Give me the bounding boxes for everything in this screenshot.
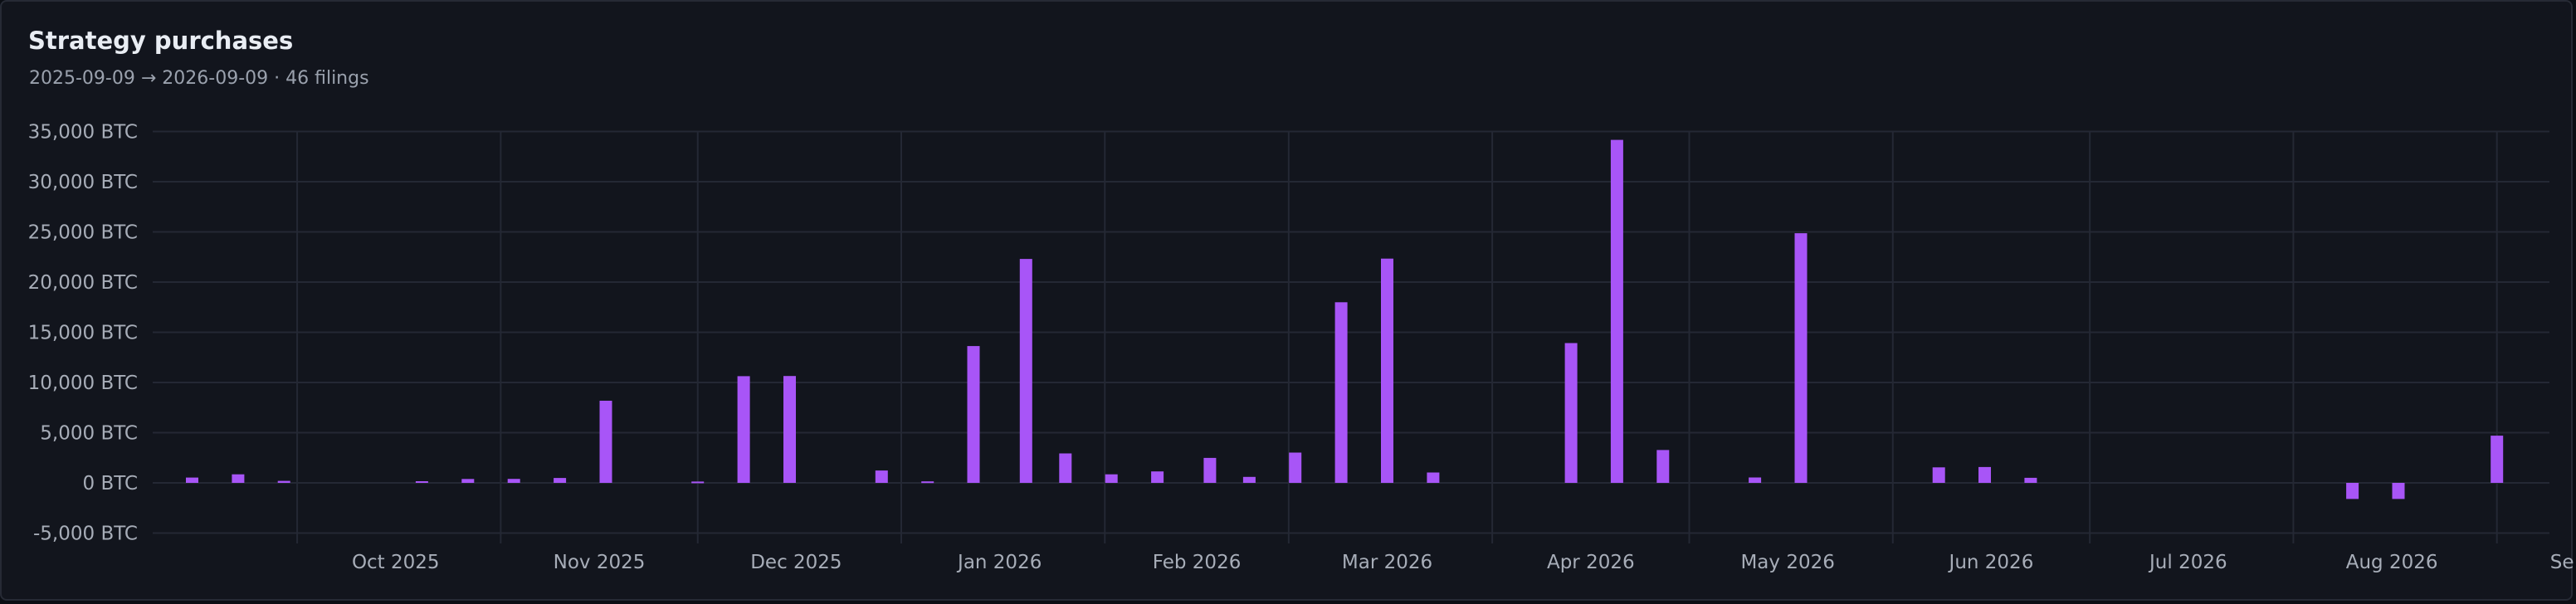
x-axis: Oct 2025 Nov 2025 Dec 2025 Jan 2026 Feb 2026… [352, 552, 2574, 573]
chart-title: Strategy purchases [28, 27, 294, 55]
x-tick-label: Jun 2026 [1948, 552, 2034, 573]
purchase-bar [1334, 302, 1348, 483]
y-tick-label: 30,000 BTC [28, 172, 138, 193]
purchase-bar [1978, 466, 1991, 483]
purchase-bar [1381, 258, 1393, 483]
purchase-bar [1794, 233, 1808, 483]
purchase-bar [1151, 471, 1164, 483]
purchase-bar [2346, 483, 2359, 499]
y-tick-label: 20,000 BTC [28, 272, 138, 294]
x-tick-label: Jul 2026 [2148, 552, 2227, 573]
purchase-bar [1019, 259, 1032, 483]
purchase-bar [2392, 483, 2405, 499]
y-tick-label: 35,000 BTC [28, 122, 138, 144]
purchase-bar [277, 480, 290, 483]
purchase-bar [1059, 453, 1072, 483]
purchase-bar [737, 376, 750, 483]
purchase-bar [232, 474, 245, 483]
y-tick-label: 0 BTC [83, 473, 138, 494]
purchase-bar [2491, 436, 2504, 483]
x-tick-label: Mar 2026 [1342, 552, 1432, 573]
purchase-bar [1203, 457, 1217, 483]
purchase-bar [186, 477, 198, 483]
purchase-bar [1932, 467, 1945, 483]
purchase-bar [783, 376, 796, 483]
x-tick-label: Apr 2026 [1547, 552, 1635, 573]
x-tick-label: May 2026 [1740, 552, 1834, 573]
purchase-bar [554, 478, 567, 483]
x-tick-label: Jan 2026 [956, 552, 1042, 573]
bar-layer [186, 139, 2504, 499]
purchase-bar [1564, 343, 1578, 483]
purchase-bar [461, 479, 475, 483]
x-tick-label: Nov 2025 [554, 552, 646, 573]
x-tick-label: Oct 2025 [352, 552, 440, 573]
purchase-bar [599, 401, 612, 483]
purchase-bar [691, 481, 705, 484]
purchase-bar [1656, 450, 1670, 483]
y-tick-label: 5,000 BTC [40, 423, 138, 445]
grid-layer [153, 130, 2549, 543]
y-tick-label: -5,000 BTC [33, 524, 138, 545]
purchase-bar [415, 481, 428, 483]
y-axis: -5,000 BTC 0 BTC 5,000 BTC 10,000 BTC 15,000… [28, 122, 138, 545]
y-tick-label: 25,000 BTC [28, 222, 138, 244]
x-tick-label: Dec 2025 [750, 552, 842, 573]
x-tick-label: Feb 2026 [1153, 552, 1242, 573]
purchase-bar [507, 479, 520, 483]
purchase-bar [967, 346, 980, 483]
x-tick-label: Sep 2026 [2550, 552, 2574, 573]
y-tick-label: 10,000 BTC [28, 373, 138, 394]
purchase-bar [1749, 477, 1762, 483]
purchase-bar [1610, 139, 1623, 483]
purchase-bar [1242, 476, 1256, 483]
purchase-bar [875, 470, 888, 483]
purchase-bar [1289, 452, 1302, 483]
y-tick-label: 15,000 BTC [28, 323, 138, 344]
purchase-bar [2024, 477, 2037, 483]
x-tick-label: Aug 2026 [2346, 552, 2438, 573]
purchase-bar [921, 481, 934, 484]
chart-subtitle: 2025-09-09 → 2026-09-09 · 46 filings [29, 68, 369, 89]
purchase-bar [1105, 474, 1118, 483]
purchase-bar [1427, 472, 1440, 483]
